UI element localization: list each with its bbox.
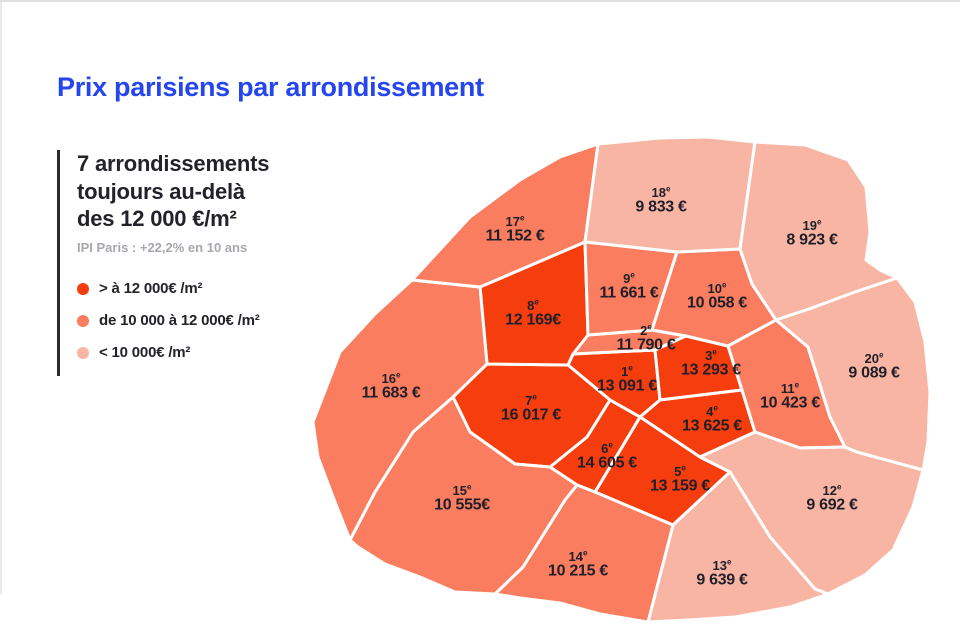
arrondissement-region-20 [774,276,932,472]
legend-item-mid: de 10 000 à 12 000€ /m² [77,312,269,329]
headline-line: 7 arrondissements [77,151,270,176]
legend-dot-mid-icon [77,314,89,327]
vertical-rule [57,150,60,377]
left-edge-line [0,2,2,594]
legend-item-high: > à 12 000€ /m² [77,280,269,297]
info-panel: 7 arrondissements toujours au-delà des 1… [57,150,269,377]
legend-dot-high-icon [77,282,89,295]
legend-label: > à 12 000€ /m² [99,280,203,298]
headline: 7 arrondissements toujours au-delà des 1… [77,150,269,233]
legend: > à 12 000€ /m² de 10 000 à 12 000€ /m² … [77,280,269,361]
arrondissement-region-17 [410,142,600,289]
legend-item-low: < 10 000€ /m² [77,344,269,361]
legend-label: < 10 000€ /m² [99,344,191,362]
page-title: Prix parisiens par arrondissement [57,72,484,102]
index-note: IPI Paris : +22,2% en 10 ans [77,240,248,256]
headline-line: toujours au-delà [77,178,245,204]
arrondissement-region-16 [311,278,489,542]
arrondissement-region-19 [738,140,899,322]
arrondissement-region-13 [646,470,830,624]
legend-dot-low-icon [77,346,89,359]
arrondissement-region-18 [583,135,757,254]
legend-label: de 10 000 à 12 000€ /m² [99,312,260,330]
headline-line: des 12 000 €/m² [77,206,237,232]
